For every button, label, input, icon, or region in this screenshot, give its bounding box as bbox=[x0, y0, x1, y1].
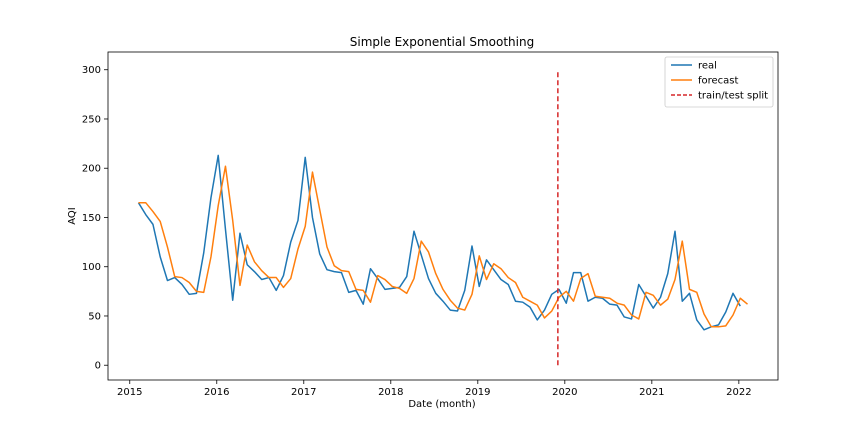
plot-area bbox=[137, 69, 748, 366]
x-tick-label: 2016 bbox=[204, 387, 229, 398]
x-tick-label: 2019 bbox=[465, 387, 490, 398]
ticks: 2015 2016 2017 2018 2019 2020 2021 2022 0 50 100 15… bbox=[82, 65, 752, 398]
y-axis-label: AQI bbox=[67, 207, 78, 225]
x-tick-label: 2020 bbox=[552, 387, 577, 398]
y-tick-label: 150 bbox=[82, 213, 101, 224]
y-tick-label: 200 bbox=[82, 164, 101, 175]
x-tick-label: 2022 bbox=[726, 387, 751, 398]
y-tick-label: 50 bbox=[88, 311, 101, 322]
axes-frame bbox=[107, 51, 779, 381]
x-axis-label: Date (month) bbox=[408, 399, 475, 410]
x-tick-label: 2015 bbox=[117, 387, 142, 398]
y-tick-label: 300 bbox=[82, 65, 101, 76]
legend-label-forecast: forecast bbox=[698, 76, 739, 87]
x-tick-label: 2017 bbox=[291, 387, 316, 398]
x-tick-label: 2021 bbox=[639, 387, 664, 398]
y-tick-label: 100 bbox=[82, 262, 101, 273]
series-line-real bbox=[137, 154, 741, 331]
x-tick-label: 2018 bbox=[378, 387, 403, 398]
legend-label-real: real bbox=[698, 61, 717, 72]
legend-label-train-test-split: train/test split bbox=[698, 91, 768, 102]
legend: real forecast train/test split bbox=[664, 56, 774, 108]
chart-title: Simple Exponential Smoothing bbox=[350, 35, 534, 49]
y-tick-label: 0 bbox=[95, 361, 101, 372]
y-tick-label: 250 bbox=[82, 114, 101, 125]
series-line-forecast bbox=[138, 165, 748, 328]
